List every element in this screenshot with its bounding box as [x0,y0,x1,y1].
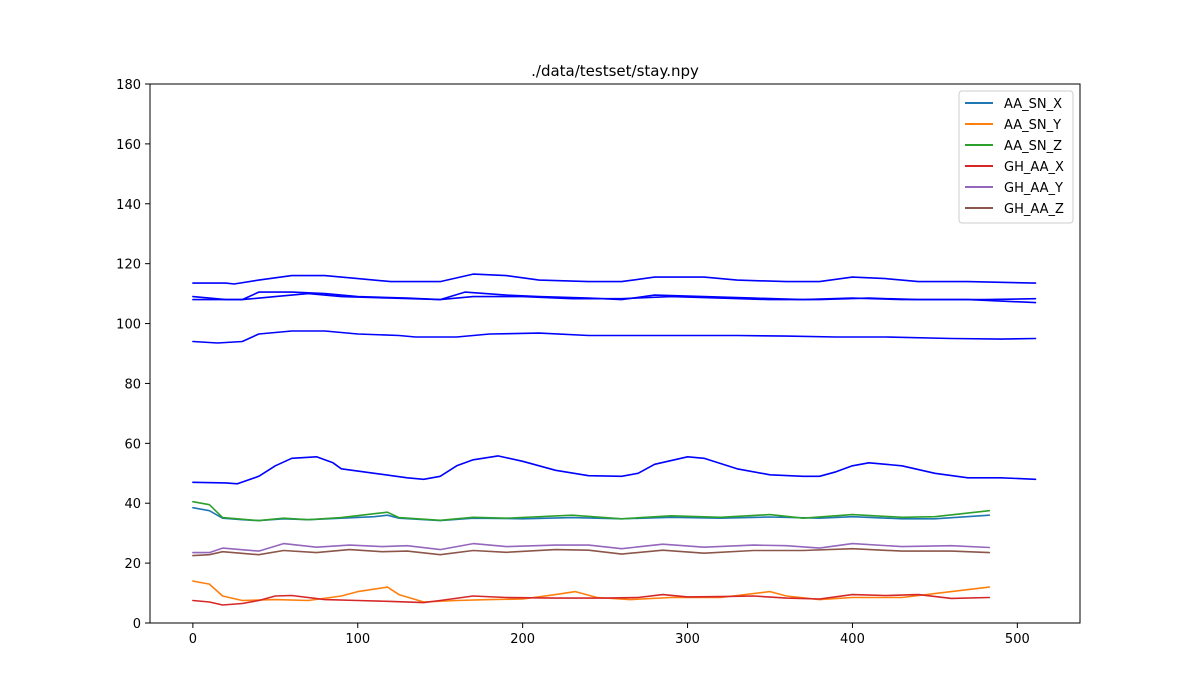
x-tick-label: 200 [510,632,535,647]
y-tick-label: 100 [116,318,141,333]
x-tick-label: 300 [675,632,700,647]
y-tick-label: 140 [116,198,141,213]
chart-title: ./data/testset/stay.npy [531,62,699,80]
y-tick-label: 40 [124,497,141,512]
y-tick-label: 80 [124,377,141,392]
series-line-trace-10 [192,455,1037,485]
legend-label: AA_SN_X [1004,97,1062,112]
ticks-layer: 0 100 200 300 400 500 0 20 40 60 80 100 120 140 160 180 [116,78,1030,647]
series-line-trace-9 [192,330,1037,344]
x-tick-label: 0 [189,632,197,647]
y-tick-label: 0 [133,617,141,632]
legend: AA_SN_X AA_SN_Y AA_SN_Z GH_AA_X GH_AA_Y GH_AA… [958,90,1074,224]
series-line-gh-aa-x [192,593,991,606]
x-tick-label: 400 [840,632,865,647]
legend-label: AA_SN_Y [1004,118,1061,133]
y-tick-label: 120 [116,258,141,273]
legend-label: GH_AA_Y [1004,181,1063,196]
y-tick-label: 20 [124,557,141,572]
x-tick-label: 100 [345,632,370,647]
y-tick-label: 160 [116,138,141,153]
legend-label: AA_SN_Z [1004,139,1062,154]
y-tick-label: 60 [124,437,141,452]
series-line-trace-8 [192,292,1037,301]
axes-frame [149,83,1081,624]
x-tick-label: 500 [1005,632,1030,647]
legend-label: GH_AA_Z [1004,202,1064,217]
legend-label: GH_AA_X [1004,160,1064,175]
y-tick-label: 180 [116,78,141,93]
series-line-aa-sn-z [192,500,991,522]
series-layer [192,273,1037,606]
series-line-gh-aa-z [192,547,991,557]
series-line-trace-6 [192,273,1037,285]
series-line-gh-aa-y [192,542,991,554]
